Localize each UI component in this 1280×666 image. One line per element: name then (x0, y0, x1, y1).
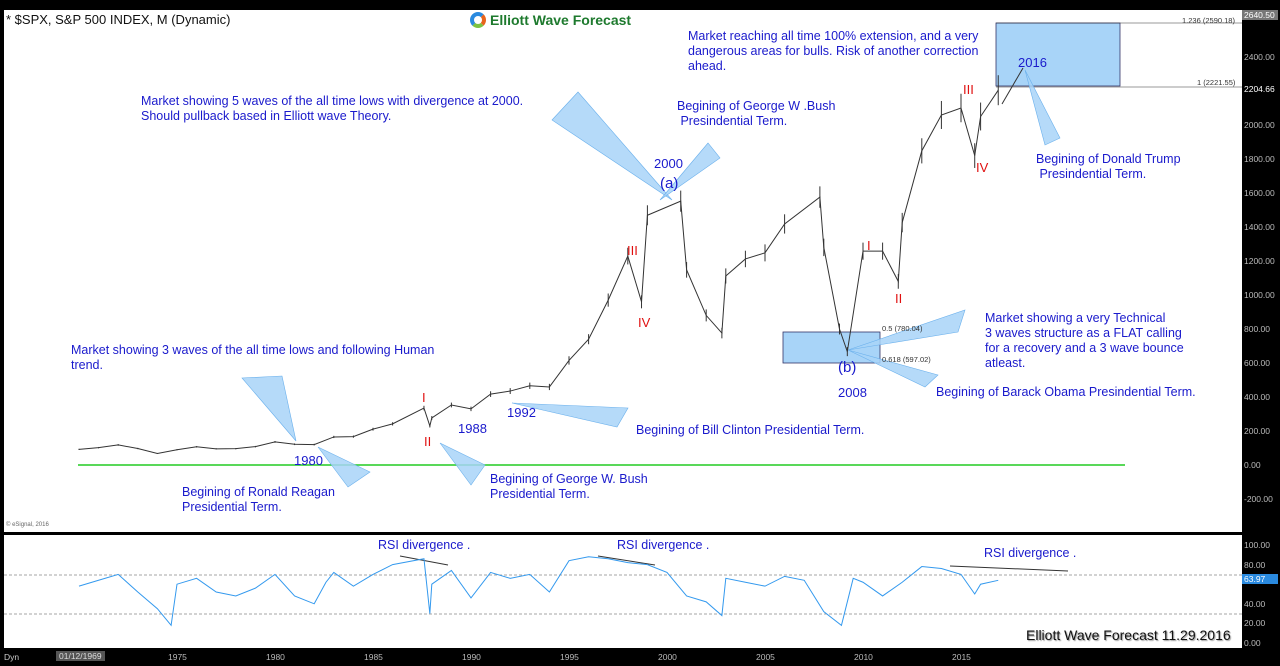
x-tick-label: 1990 (462, 652, 481, 662)
x-tick-label: 1980 (266, 652, 285, 662)
price-series (78, 89, 999, 454)
annotation: Begining of George W .Bush Presindential… (677, 99, 836, 128)
y-tick-label: 600.00 (1244, 358, 1270, 368)
pointer-wedge (1024, 69, 1061, 146)
wave-label: IV (638, 315, 651, 330)
year-label: 2000 (654, 156, 683, 171)
fib-label: 1 (2221.55) (1197, 78, 1236, 87)
annotation: Begining of Bill Clinton Presidential Te… (636, 423, 865, 437)
pointer-wedge (439, 442, 486, 486)
rsi-divergence-line (597, 555, 656, 566)
y-tick-label: 1400.00 (1244, 222, 1275, 232)
y-tick-label: 1800.00 (1244, 154, 1275, 164)
y-tick-label: 0.00 (1244, 460, 1261, 470)
year-label: 2008 (838, 385, 867, 400)
pointer-wedge (847, 309, 966, 351)
pointer-wedge (551, 91, 673, 201)
pointer-wedge (241, 375, 297, 442)
rsi-series (78, 556, 999, 627)
rsi-divergence-line (949, 565, 1069, 572)
rsi-annotation: RSI divergence . (617, 538, 710, 552)
start-date-label: 01/12/1969 (56, 651, 105, 661)
annotation: Begining of George W. Bush Presidential … (490, 472, 648, 501)
y-tick-label: -200.00 (1244, 494, 1273, 504)
x-tick-label: 2000 (658, 652, 677, 662)
year-label: 1980 (294, 453, 323, 468)
x-tick-label: 2010 (854, 652, 873, 662)
pointer-wedge (511, 402, 629, 428)
annotation: Market showing 3 waves of the all time l… (71, 343, 435, 372)
y-tick-label: 800.00 (1244, 324, 1270, 334)
rsi-tick-label: 20.00 (1244, 618, 1266, 629)
wave-label: II (895, 291, 903, 306)
y-tick-label: 400.00 (1244, 392, 1270, 402)
y-axis (1242, 10, 1278, 648)
fib-label: 1.236 (2590.18) (1182, 16, 1235, 25)
annotation: Begining of Barack Obama Presindential T… (936, 385, 1196, 399)
annotation: Market showing 5 waves of the all time l… (141, 94, 524, 123)
annotation: Begining of Ronald Reagan Presidential T… (182, 485, 335, 514)
logo-icon (470, 12, 486, 28)
rsi-annotation: RSI divergence . (984, 546, 1077, 560)
annotation: Begining of Donald Trump Presindential T… (1036, 152, 1181, 181)
wave-label: III (627, 243, 638, 258)
rsi-tick-label: 100.00 (1244, 540, 1270, 550)
last-price-label: 2204.66 (1244, 84, 1275, 94)
rsi-tick-label: 0.00 (1244, 638, 1261, 648)
price-panel (4, 10, 1242, 532)
wave-label: I (867, 238, 871, 253)
y-tick-label: 1600.00 (1244, 188, 1275, 198)
x-tick-label: 1975 (168, 652, 187, 662)
footer-watermark: Elliott Wave Forecast 11.29.2016 (1026, 627, 1231, 643)
year-label: 1992 (507, 405, 536, 420)
projection-line (1001, 67, 1024, 105)
rsi-panel (4, 535, 1242, 648)
y-tick-label: 200.00 (1244, 426, 1270, 436)
x-tick-label: 2015 (952, 652, 971, 662)
rsi-annotation: RSI divergence . (378, 538, 471, 552)
wave-label: I (422, 390, 426, 405)
fib-extension-box (995, 22, 1121, 87)
wave-label: (b) (838, 359, 857, 376)
fib-label: 0.5 (780.04) (882, 324, 923, 333)
rsi-tick-label: 80.00 (1244, 559, 1266, 570)
pointer-wedge (659, 142, 721, 201)
y-tick-label: 1000.00 (1244, 290, 1275, 300)
pointer-wedge (317, 446, 371, 488)
logo: Elliott Wave Forecast (470, 12, 631, 28)
top-price-label: 2640.50 (1242, 10, 1278, 20)
rsi-tick-label: 40.00 (1244, 598, 1266, 609)
rsi-current-label: 63.97 (1242, 574, 1278, 584)
annotation: Market showing a very Technical 3 waves … (985, 311, 1184, 370)
chart-title: * $SPX, S&P 500 INDEX, M (Dynamic) (6, 12, 231, 27)
wave-label: II (424, 434, 432, 449)
y-tick-label: 1200.00 (1244, 256, 1275, 266)
x-tick-label: 1995 (560, 652, 579, 662)
x-tick-label: 2005 (756, 652, 775, 662)
wave-label: III (963, 82, 974, 97)
y-tick-label: 2400.00 (1244, 52, 1275, 62)
year-label: 1988 (458, 421, 487, 436)
x-tick-label: 1985 (364, 652, 383, 662)
logo-text: Elliott Wave Forecast (490, 12, 632, 28)
wave-label: IV (976, 160, 989, 175)
fib-label: 0.618 (597.02) (882, 355, 931, 364)
copyright: © eSignal, 2016 (6, 522, 49, 528)
year-label: 2016 (1018, 55, 1047, 70)
annotation: Market reaching all time 100% extension,… (688, 29, 979, 73)
y-tick-label: 2000.00 (1244, 120, 1275, 130)
pointer-wedge (847, 349, 939, 388)
dyn-label[interactable]: Dyn (4, 652, 20, 662)
wave-label: (a) (660, 175, 679, 192)
